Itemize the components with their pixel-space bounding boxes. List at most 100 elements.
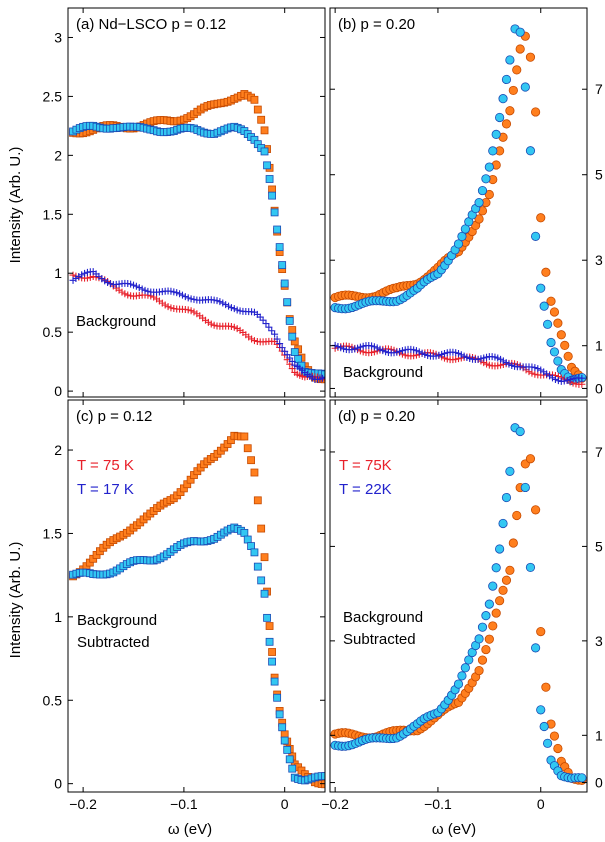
data-point-b-s1 <box>525 146 536 156</box>
data-point-d-s1 <box>539 721 549 732</box>
y-tick-label-d: 1 <box>595 727 603 743</box>
data-point-a-s1 <box>260 147 269 156</box>
data-point-c-s1 <box>253 562 262 571</box>
data-point-b-s3 <box>551 375 559 383</box>
annotation-d: Subtracted <box>343 631 416 648</box>
data-point-a-s1 <box>288 332 297 341</box>
data-point-a-s3 <box>262 320 270 328</box>
y-tick-label-a: 3 <box>54 29 62 45</box>
data-point-b-s2 <box>528 369 536 377</box>
data-point-b-s0 <box>525 52 536 62</box>
data-point-b-s1 <box>553 356 563 366</box>
panel-title-b: (b) p = 0.20 <box>338 16 415 33</box>
data-point-c-s1 <box>270 677 279 686</box>
y-tick-label-a: 1.5 <box>43 206 63 222</box>
data-point-d-s0 <box>505 565 515 575</box>
data-point-a-s1 <box>265 175 274 183</box>
y-tick-label-d: 5 <box>595 538 603 554</box>
panel-title-a: (a) Nd−LSCO p = 0.12 <box>76 16 226 33</box>
data-point-d-s0 <box>525 454 536 464</box>
y-tick-label-a: 2 <box>54 147 62 163</box>
y-tick-label-a: 2.5 <box>43 88 63 104</box>
data-point-b-s2 <box>531 370 539 378</box>
x-tick-label-c: −0.1 <box>170 796 198 812</box>
data-points-d <box>330 423 587 786</box>
data-point-d-s1 <box>530 643 541 653</box>
data-point-b-s1 <box>457 231 467 242</box>
data-point-c-s1 <box>268 657 276 666</box>
data-point-b-s3 <box>554 377 562 385</box>
panel-title-c: (c) p = 0.12 <box>76 408 152 425</box>
data-point-a-s0 <box>250 95 259 104</box>
data-point-c-s1 <box>275 710 284 719</box>
data-point-c-s1 <box>257 576 266 585</box>
data-point-a-s0 <box>257 115 266 124</box>
y-tick-label-b: 0 <box>595 380 603 396</box>
y-tick-label-d: 7 <box>595 444 603 460</box>
data-point-c-s0 <box>265 622 274 630</box>
data-points-a <box>69 90 325 384</box>
y-tick-label-a: 0 <box>54 383 62 399</box>
data-point-a-s3 <box>273 335 281 343</box>
x-axis-label-right: ω (eV) <box>432 821 476 838</box>
data-point-c-s0 <box>321 780 325 789</box>
data-point-d-s1 <box>491 563 501 573</box>
data-point-d-s1 <box>536 705 546 715</box>
data-point-b-s0 <box>556 330 566 340</box>
data-point-a-s1 <box>268 191 276 200</box>
plot-frame-b <box>329 7 588 398</box>
data-points-b <box>330 24 587 388</box>
data-point-c-s0 <box>243 444 252 453</box>
panel-a: 0 0.5 1 1.5 2 2.5 3 (a) Nd−LSCO p = 0.12 Backgro… <box>43 7 326 399</box>
data-point-b-s3 <box>569 375 577 383</box>
data-point-b-s0 <box>515 44 525 54</box>
data-point-a-s1 <box>280 279 289 288</box>
data-point-d-s0 <box>512 510 522 521</box>
data-point-b-s1 <box>546 337 556 348</box>
y-axis-label-top: Intensity (Arb. U.) <box>7 147 24 264</box>
data-point-a-s3 <box>271 330 279 338</box>
data-point-c-s0 <box>253 496 262 505</box>
data-point-b-s1 <box>515 27 525 37</box>
y-tick-label-c: 0 <box>54 776 62 792</box>
y-tick-label-b: 1 <box>595 338 603 354</box>
legend-entry-d: T = 22K <box>339 481 392 498</box>
data-point-b-s0 <box>560 340 570 351</box>
data-point-c-s0 <box>260 553 269 562</box>
data-point-c-s0 <box>268 648 276 656</box>
y-tick-label-c: 0.5 <box>43 692 63 708</box>
data-point-c-s1 <box>240 528 249 537</box>
panel-d: −0.2 −0.1 0 0 1 3 5 7 (d) p = 0.20 T = 75K T = 22K… <box>321 399 603 812</box>
data-point-c-s1 <box>243 535 252 544</box>
data-point-b-s1 <box>536 283 546 293</box>
data-point-d-s1 <box>484 599 494 609</box>
data-point-d-s0 <box>495 596 505 606</box>
data-point-b-s1 <box>488 146 498 156</box>
data-point-a-s3 <box>288 357 296 365</box>
data-point-d-s0 <box>491 608 501 618</box>
data-point-c-s1 <box>260 589 269 598</box>
data-point-d-s0 <box>481 644 491 655</box>
data-point-a-s0 <box>253 105 262 114</box>
data-point-c-s1 <box>273 693 282 702</box>
legend-entry-d: T = 75K <box>339 457 392 474</box>
data-point-d-s1 <box>464 655 474 665</box>
data-point-b-s0 <box>530 107 541 117</box>
data-point-d-s1 <box>501 492 512 503</box>
data-point-a-s0 <box>288 326 297 334</box>
data-point-a-s1 <box>290 348 299 357</box>
data-point-d-s1 <box>453 679 464 689</box>
panel-c: −0.2 −0.1 0 0 0.5 1 1.5 2 (c) p = 0.12 T = 75 K T … <box>43 399 326 812</box>
data-point-c-s1 <box>288 764 297 773</box>
data-point-c-s1 <box>250 548 259 557</box>
data-point-c-s1 <box>280 736 289 745</box>
data-point-d-s1 <box>542 738 553 748</box>
data-point-d-s0 <box>498 585 508 595</box>
data-point-c-s0 <box>250 468 259 477</box>
data-point-b-s3 <box>537 366 545 374</box>
y-tick-label-d: 3 <box>595 633 603 649</box>
data-point-d-s1 <box>525 562 536 573</box>
data-point-d-s1 <box>505 466 515 476</box>
data-point-b-s1 <box>484 162 494 172</box>
